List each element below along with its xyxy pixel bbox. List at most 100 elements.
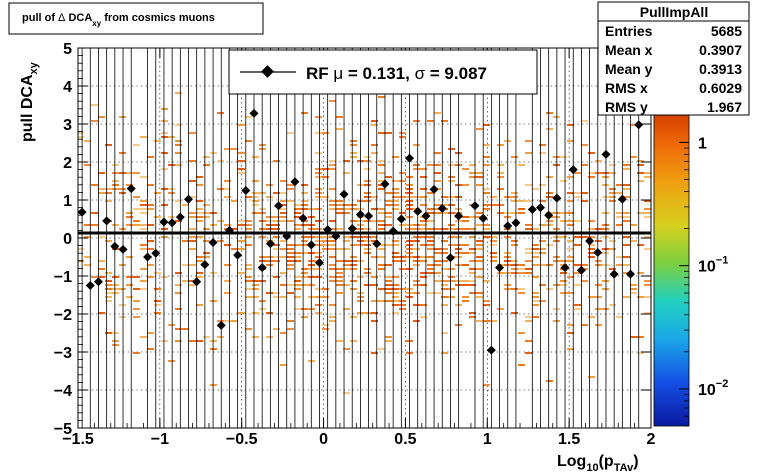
density-cell — [112, 332, 119, 334]
density-cell — [126, 172, 133, 174]
density-cell — [280, 364, 287, 366]
density-cell — [182, 264, 189, 266]
density-cell — [161, 236, 168, 238]
y-tick-label: 3 — [63, 117, 72, 134]
density-cell — [476, 268, 483, 270]
density-cell — [133, 308, 140, 310]
density-cell — [434, 260, 441, 262]
density-cell — [364, 248, 371, 250]
density-cell — [644, 216, 651, 218]
density-cell — [294, 308, 301, 310]
density-cell — [315, 168, 322, 170]
density-cell — [483, 280, 490, 282]
density-cell — [315, 116, 322, 118]
density-cell — [385, 300, 392, 302]
density-cell — [266, 224, 273, 226]
profile-point — [118, 244, 128, 254]
density-cell — [378, 348, 385, 350]
density-cell — [637, 352, 644, 354]
density-cell — [273, 216, 280, 218]
density-cell — [567, 248, 574, 250]
density-cell — [329, 304, 336, 306]
density-cell — [637, 244, 644, 246]
density-cell — [112, 276, 119, 278]
density-cell — [413, 248, 420, 250]
density-cell — [546, 112, 553, 114]
density-cell — [280, 212, 287, 214]
density-cell — [175, 92, 182, 94]
density-cell — [126, 256, 133, 258]
density-cell — [273, 220, 280, 222]
density-cell — [294, 244, 301, 246]
density-cell — [210, 224, 217, 226]
density-cell — [525, 260, 532, 262]
density-cell — [273, 256, 280, 258]
density-cell — [644, 280, 651, 282]
legend-label: RF μ = 0.131, σ = 9.087 — [306, 64, 487, 83]
density-cell — [441, 304, 448, 306]
profile-point — [216, 320, 226, 330]
profile-point — [192, 277, 202, 287]
profile-point — [576, 265, 586, 275]
density-cell — [378, 268, 385, 270]
density-cell — [371, 208, 378, 210]
stats-row-label: RMS x — [605, 80, 648, 96]
density-cell — [490, 196, 497, 198]
stats-row-value: 0.3913 — [699, 61, 742, 77]
density-cell — [567, 124, 574, 126]
density-cell — [266, 220, 273, 222]
density-cell — [378, 288, 385, 290]
density-cell — [175, 284, 182, 286]
x-tick-label: −0.5 — [226, 431, 258, 448]
density-cell — [609, 200, 616, 202]
color-scale-label: 10−2 — [698, 378, 728, 399]
density-cell — [210, 152, 217, 154]
density-cell — [574, 172, 581, 174]
plot-title: pull of Δ DCAxy from cosmics muons — [22, 12, 215, 28]
profile-point — [486, 345, 496, 355]
density-cell — [532, 300, 539, 302]
density-cell — [105, 280, 112, 282]
density-cell — [301, 244, 308, 246]
density-cell — [252, 180, 259, 182]
density-cell — [616, 224, 623, 226]
density-cell — [371, 320, 378, 322]
density-cell — [252, 200, 259, 202]
profile-point — [372, 239, 382, 249]
density-cell — [497, 188, 504, 190]
density-cell — [189, 228, 196, 230]
density-cell — [609, 248, 616, 250]
density-cell — [602, 252, 609, 254]
density-cell — [343, 392, 350, 394]
profile-point — [175, 212, 185, 222]
density-cell — [560, 236, 567, 238]
density-cell — [413, 260, 420, 262]
profile-point — [184, 194, 194, 204]
density-cell — [630, 336, 637, 338]
density-cell — [126, 224, 133, 226]
density-cell — [287, 256, 294, 258]
density-cell — [189, 196, 196, 198]
density-cell — [364, 192, 371, 194]
density-cell — [518, 164, 525, 166]
density-cell — [266, 256, 273, 258]
density-cell — [378, 172, 385, 174]
density-cell — [567, 276, 574, 278]
density-cell — [518, 272, 525, 274]
density-cell — [630, 284, 637, 286]
density-cell — [574, 220, 581, 222]
density-cell — [343, 284, 350, 286]
density-cell — [280, 208, 287, 210]
density-cell — [315, 172, 322, 174]
density-cell — [329, 280, 336, 282]
density-cell — [399, 196, 406, 198]
density-cell — [294, 260, 301, 262]
density-cell — [336, 276, 343, 278]
density-cell — [483, 208, 490, 210]
density-cell — [140, 200, 147, 202]
density-cell — [378, 244, 385, 246]
density-cell — [196, 304, 203, 306]
density-cell — [196, 276, 203, 278]
density-cell — [427, 192, 434, 194]
profile-point — [380, 179, 390, 189]
